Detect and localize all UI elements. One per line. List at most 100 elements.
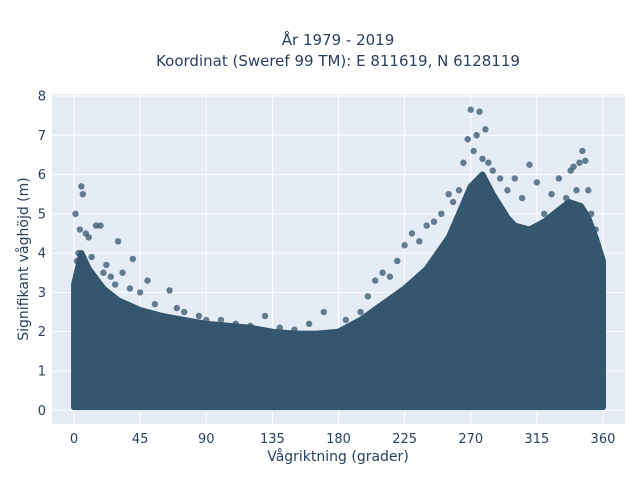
scatter-point <box>408 230 416 237</box>
scatter-point <box>203 316 210 324</box>
x-axis-title: Vågriktning (grader) <box>267 448 409 465</box>
x-tick-label-7: 315 <box>524 432 549 447</box>
scatter-point <box>460 159 467 166</box>
x-tick-label-0: 0 <box>70 432 78 447</box>
scatter-point <box>482 126 489 133</box>
scatter-point <box>364 293 372 300</box>
y-tick-label-7: 7 <box>38 129 46 144</box>
scatter-point <box>489 167 496 174</box>
x-tick-label-8: 360 <box>591 432 616 447</box>
scatter-point <box>592 226 599 233</box>
scatter-point <box>464 135 471 143</box>
y-tick-label-1: 1 <box>38 364 46 379</box>
scatter-point <box>548 190 555 198</box>
x-tick-label-6: 270 <box>458 432 483 447</box>
scatter-point <box>455 187 463 194</box>
scatter-point <box>576 159 583 166</box>
x-tick-label-1: 45 <box>132 432 149 447</box>
scatter-point <box>526 161 533 168</box>
scatter-point <box>173 304 181 312</box>
scatter-point <box>126 285 134 292</box>
y-tick-label-8: 8 <box>38 89 46 104</box>
y-tick-label-0: 0 <box>38 404 46 419</box>
scatter-point <box>88 253 95 261</box>
scatter-point <box>394 257 401 265</box>
scatter-point <box>423 222 430 229</box>
scatter-point <box>473 132 480 139</box>
scatter-point <box>144 277 151 284</box>
scatter-point <box>320 308 328 316</box>
scatter-point <box>75 249 82 257</box>
scatter-point <box>79 190 87 198</box>
scatter-point <box>430 218 438 225</box>
scatter-point <box>181 308 188 316</box>
scatter-point <box>129 255 137 263</box>
y-tick-label-2: 2 <box>38 325 46 340</box>
scatter-point <box>217 316 225 324</box>
x-tick-label-5: 225 <box>392 432 417 447</box>
scatter-point <box>136 289 144 296</box>
scatter-point <box>107 273 114 280</box>
scatter-point <box>85 234 92 241</box>
scatter-point <box>166 287 173 294</box>
scatter-point <box>92 222 100 229</box>
scatter-point <box>476 108 483 115</box>
scatter-points <box>72 106 599 333</box>
scatter-point <box>555 175 563 182</box>
scatter-point <box>438 210 445 218</box>
scatter-point <box>291 326 298 333</box>
scatter-point <box>579 147 586 155</box>
scatter-point <box>76 226 84 233</box>
scatter-point <box>305 320 313 328</box>
scatter-point <box>479 155 486 163</box>
scatter-point <box>151 300 159 308</box>
scatter-point <box>97 222 104 229</box>
scatter-point <box>496 175 504 182</box>
chart-title-line-2: Koordinat (Sweref 99 TM): E 811619, N 61… <box>156 52 520 70</box>
scatter-point <box>100 269 107 276</box>
scatter-point <box>158 312 166 320</box>
scatter-point <box>588 210 595 218</box>
y-tick-label-6: 6 <box>38 168 46 183</box>
scatter-point <box>372 277 379 284</box>
scatter-point <box>232 320 239 328</box>
scatter-point <box>247 322 254 329</box>
scatter-point <box>195 312 203 320</box>
y-axis-title: Signifikant våghöjd (m) <box>15 177 32 340</box>
scatter-point <box>445 190 452 198</box>
x-tick-label-2: 90 <box>198 432 215 447</box>
scatter-point <box>114 238 122 245</box>
chart-title-line-1: År 1979 - 2019 <box>282 30 395 49</box>
scatter-point <box>504 187 511 194</box>
scatter-point <box>72 210 79 218</box>
scatter-point <box>533 179 541 186</box>
y-tick-label-4: 4 <box>38 247 46 262</box>
x-tick-label-4: 180 <box>326 432 351 447</box>
scatter-point <box>119 269 126 276</box>
scatter-point <box>573 187 580 194</box>
scatter-point <box>379 269 386 276</box>
dense-point-cloud <box>71 171 606 411</box>
scatter-point <box>73 257 81 265</box>
scatter-point <box>449 198 457 206</box>
scatter-point <box>401 242 408 249</box>
x-tick-label-3: 135 <box>260 432 285 447</box>
y-tick-label-3: 3 <box>38 286 46 301</box>
scatter-point <box>357 308 364 316</box>
scatter-point <box>261 312 269 320</box>
scatter-point <box>585 187 592 194</box>
scatter-point <box>570 163 577 170</box>
scatter-point <box>470 147 477 155</box>
scatter-point <box>511 175 519 182</box>
scatter-dense-region <box>71 171 606 411</box>
scatter-point <box>582 157 589 164</box>
scatter-point <box>540 210 548 218</box>
scatter-point <box>467 106 474 113</box>
scatter-point <box>386 273 394 280</box>
scatter-point <box>416 238 423 245</box>
scatter-point <box>342 316 350 324</box>
scatter-point <box>103 261 110 269</box>
scatter-point <box>111 281 119 288</box>
